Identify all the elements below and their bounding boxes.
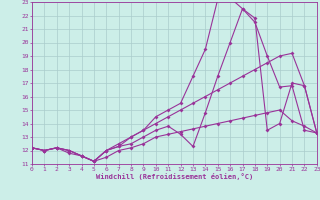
X-axis label: Windchill (Refroidissement éolien,°C): Windchill (Refroidissement éolien,°C) (96, 173, 253, 180)
